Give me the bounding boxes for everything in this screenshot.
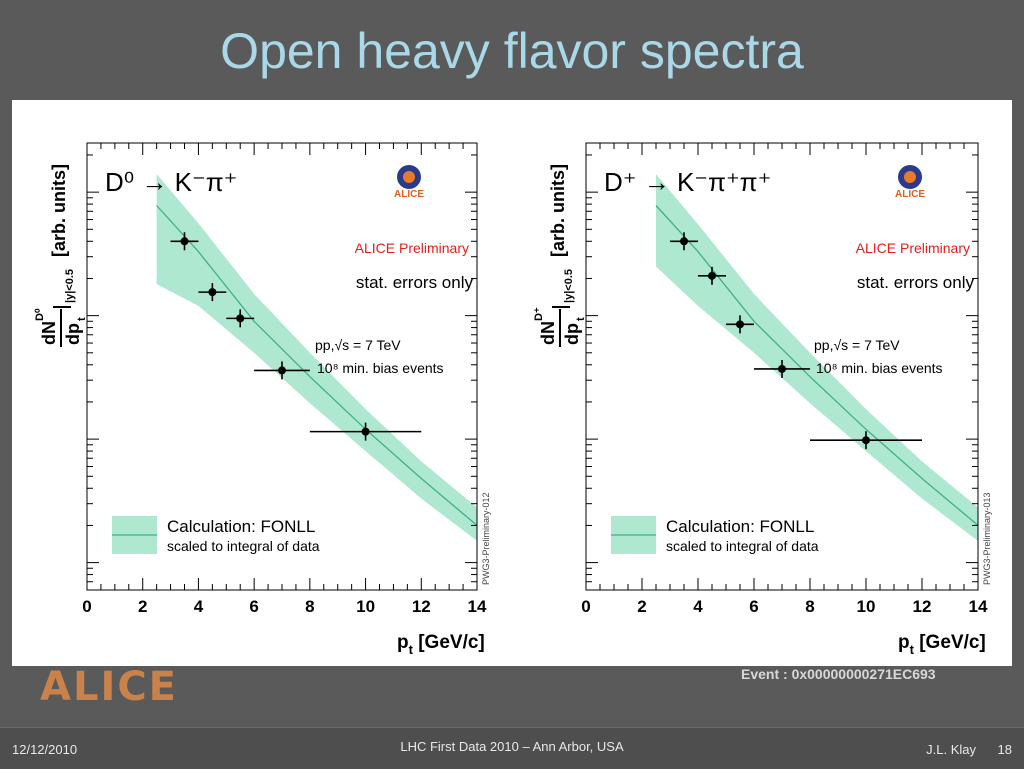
legend-label: Calculation: FONLL [167,517,315,536]
fonll-center-line [156,205,477,526]
y-label-num-sup: D⁺ [533,307,545,321]
channel-label: D⁺ → K⁻π⁺π⁺ [604,167,771,197]
footer-date: 12/12/2010 [12,742,78,757]
x-axis-label: pt [GeV/c] [898,632,986,657]
y-label-den-sub: t [76,317,88,321]
x-tick-label: 4 [194,597,204,616]
y-label-den: dp [562,323,582,345]
event-id-label: Event : 0x00000000271EC693 [741,666,936,682]
data-point [236,314,245,323]
y-label-cond: |y|<0.5 [64,269,76,303]
data-point [361,427,370,436]
x-tick-label: 4 [693,597,703,616]
fonll-band [656,174,978,541]
x-tick-label: 6 [249,597,258,616]
energy-note: pp,√s = 7 TeV [814,337,900,353]
x-tick-label: 10 [857,597,876,616]
fonll-band [156,174,477,541]
preliminary-label: ALICE Preliminary [355,240,469,256]
x-tick-label: 12 [913,597,932,616]
x-tick-label: 2 [637,597,646,616]
chart-1: 0 2 4 6 8 10 12 14 D⁰ → K⁻π⁺ ALICE ALICE Prelimina… [34,142,491,657]
y-axis-label: dND⁺ dp t |y|<0.5 [arb. units] [533,164,587,347]
x-tick-label: 6 [749,597,758,616]
data-point [278,366,286,375]
x-tick-label: 0 [82,597,91,616]
x-tick-label: 12 [412,597,431,616]
x-tick-label: 2 [138,597,147,616]
y-label-units: [arb. units] [49,164,69,257]
x-axis-label: pt [GeV/c] [397,632,485,657]
slide-footer: 12/12/2010 LHC First Data 2010 – Ann Arb… [0,727,1024,769]
plot-panel: 0 2 4 6 8 10 12 14 D⁰ → K⁻π⁺ ALICE ALICE Prelimina… [12,100,1012,666]
data-point [208,288,217,297]
footer-page-number: 18 [997,742,1012,757]
footer-author: J.L. Klay [926,742,976,757]
y-label-units: [arb. units] [548,164,568,257]
x-tick-label: 14 [468,597,487,616]
y-label-cond: |y|<0.5 [563,269,575,303]
footer-conference: LHC First Data 2010 – Ann Arbor, USA [400,739,624,754]
x-tick-label: 10 [356,597,375,616]
data-point [736,320,744,329]
slide-title: Open heavy flavor spectra [220,23,804,79]
data-point [778,364,786,373]
x-tick-label: 14 [969,597,988,616]
errors-note: stat. errors only [857,273,975,292]
chart-2: 0 2 4 6 8 10 12 14 D⁺ → K⁻π⁺π⁺ ALICE ALICE Prelimi… [533,142,992,657]
legend-sublabel: scaled to integral of data [167,538,320,554]
alice-badge-core-icon [403,171,415,183]
data-point [180,237,189,246]
y-label-den: dp [63,323,83,345]
preliminary-label: ALICE Preliminary [856,240,970,256]
channel-label: D⁰ → K⁻π⁺ [105,167,237,197]
energy-note: pp,√s = 7 TeV [315,337,401,353]
alice-badge-core-icon [904,171,916,183]
y-label-num: dN [538,321,558,345]
x-tick-label: 8 [805,597,814,616]
data-point [862,436,870,445]
alice-badge-text: ALICE [895,189,925,200]
y-label-num-sup: D⁰ [34,308,46,321]
y-label-num: dN [39,321,59,345]
alice-badge-text: ALICE [394,189,424,200]
x-tick-label: 0 [581,597,590,616]
side-tag: PWG3-Preliminary-013 [982,492,992,585]
legend-sublabel: scaled to integral of data [666,538,819,554]
errors-note: stat. errors only [356,273,474,292]
events-note: 10⁸ min. bias events [816,360,943,376]
x-tick-label: 8 [305,597,314,616]
side-tag: PWG3-Preliminary-012 [481,492,491,585]
legend-label: Calculation: FONLL [666,517,814,536]
alice-logo: ALICE [40,664,179,710]
data-point [708,271,716,280]
y-label-den-sub: t [575,317,587,321]
events-note: 10⁸ min. bias events [317,360,444,376]
charts-svg: 0 2 4 6 8 10 12 14 D⁰ → K⁻π⁺ ALICE ALICE Prelimina… [34,142,992,657]
data-point [680,237,688,246]
fonll-center-line [655,205,978,526]
